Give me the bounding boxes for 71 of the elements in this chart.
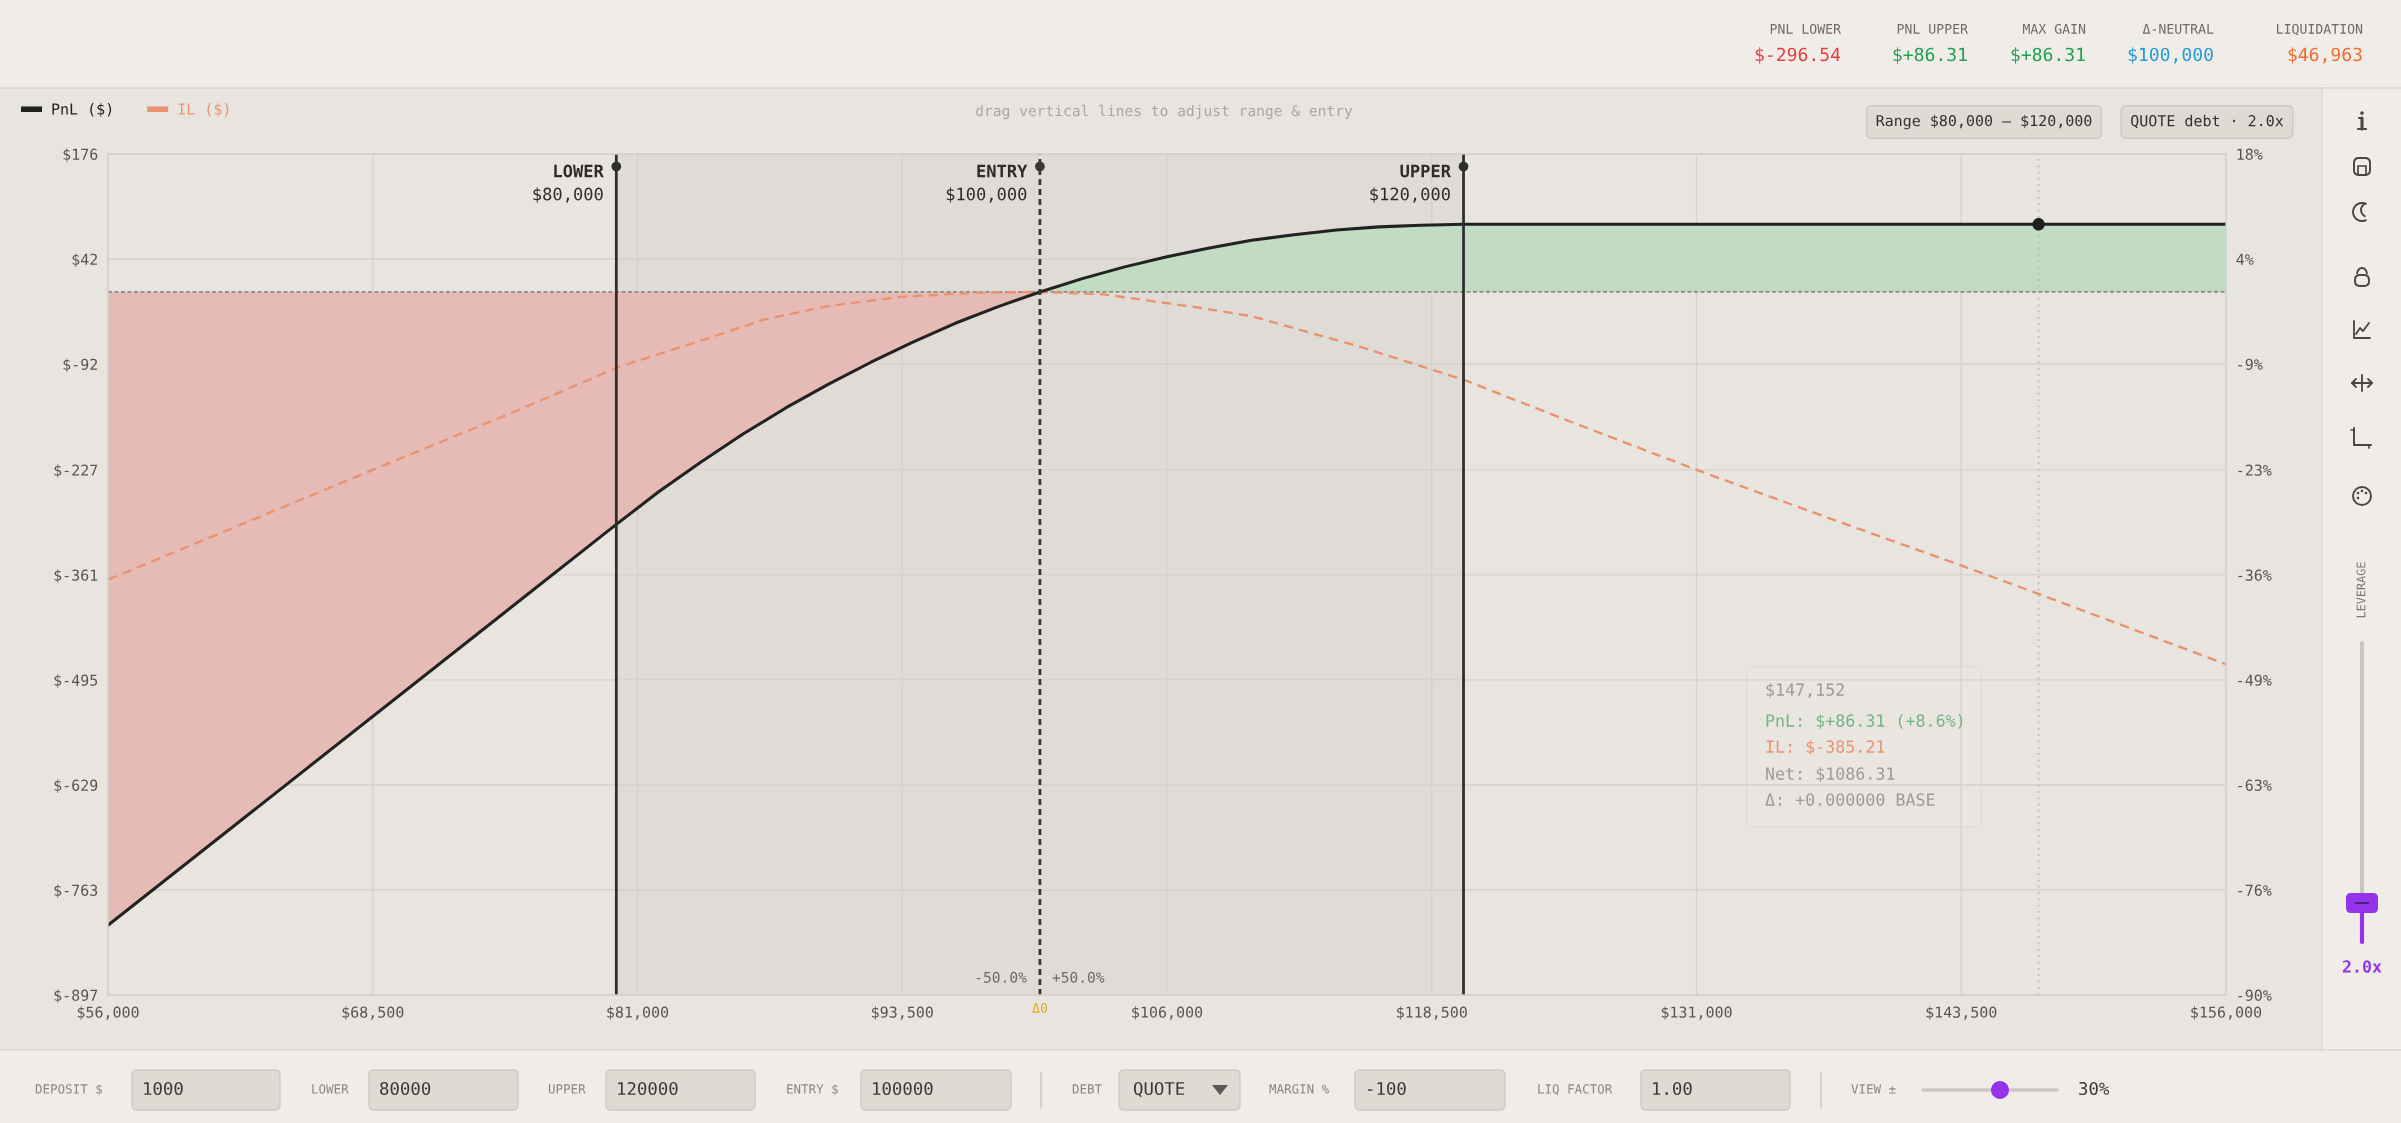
annotation: Δ0 xyxy=(1032,1002,1048,1013)
x-tick-label: $93,500 xyxy=(872,1006,933,1020)
y2-tick-label: -23% xyxy=(2238,464,2272,476)
y2-tick-label: -9% xyxy=(2238,358,2263,371)
annotation: Δ: +0.000000 BASE xyxy=(1765,793,1935,806)
ref-line-label: ENTRY $100,000 xyxy=(946,164,1028,203)
text: 1000 xyxy=(144,1081,183,1096)
y2-tick-label: -76% xyxy=(2238,884,2272,896)
y2-tick-label: -36% xyxy=(2238,569,2272,581)
ref-line-label: LOWER $80,000 xyxy=(533,164,604,203)
y-tick-label: $-92 xyxy=(63,358,97,372)
text: DEPOSIT $ xyxy=(35,1083,102,1096)
x-tick-label: $156,000 xyxy=(2191,1006,2262,1020)
line-series xyxy=(108,290,2226,666)
text: PNL LOWER xyxy=(1770,23,1841,34)
annotation: $147,152 xyxy=(1766,682,1844,699)
y-tick-label: $-629 xyxy=(54,779,98,793)
text: Δ-NEUTRAL xyxy=(2142,24,2214,34)
y2-tick-label: -90% xyxy=(2238,989,2272,1001)
text: MARGIN % xyxy=(1269,1084,1329,1094)
annotation: IL: $-385.21 xyxy=(1766,739,1885,756)
text: drag vertical lines to adjust range & entry xyxy=(976,104,1353,120)
text: IL ($) xyxy=(178,103,229,117)
text: 120000 xyxy=(618,1081,678,1096)
y2-tick-label: 4% xyxy=(2236,253,2254,265)
y-tick-label: $-227 xyxy=(54,464,98,478)
text: 30% xyxy=(2079,1081,2110,1096)
y-tick-label: $-495 xyxy=(54,674,98,688)
text: 80000 xyxy=(380,1081,431,1096)
ref-line-label: UPPER $120,000 xyxy=(1370,164,1452,203)
x-tick-label: $106,000 xyxy=(1132,1006,1203,1020)
text: PnL ($) xyxy=(52,103,112,117)
text: 1.00 xyxy=(1653,1081,1692,1096)
y-tick-label: $42 xyxy=(72,253,97,267)
x-tick-label: $131,000 xyxy=(1661,1006,1732,1020)
text: MAX GAIN xyxy=(2023,23,2086,34)
x-tick-label: $118,500 xyxy=(1397,1006,1467,1020)
text: LOWER xyxy=(312,1084,349,1094)
x-tick-label: $68,500 xyxy=(342,1006,404,1020)
text: LIQ FACTOR xyxy=(1538,1084,1613,1096)
text: $46,963 xyxy=(2288,47,2362,64)
y-tick-label: $-361 xyxy=(54,569,98,583)
text: LEVERAGE xyxy=(2356,562,2366,618)
text: UPPER xyxy=(548,1084,586,1094)
text: $-296.54 xyxy=(1755,47,1841,64)
text: 100000 xyxy=(873,1081,933,1096)
y-tick-label: $176 xyxy=(63,148,98,162)
x-tick-label: $81,000 xyxy=(607,1006,669,1020)
annotation: +50.0% xyxy=(1052,971,1105,983)
y-tick-label: $-763 xyxy=(54,884,98,898)
text: QUOTE xyxy=(1133,1081,1185,1098)
text: ENTRY $ xyxy=(787,1083,838,1096)
y2-tick-label: -63% xyxy=(2238,779,2272,791)
text: LIQUIDATION xyxy=(2277,23,2363,36)
y2-tick-label: -49% xyxy=(2238,674,2272,686)
text: $100,000 xyxy=(2128,47,2213,64)
text: DEBT xyxy=(1072,1084,1102,1094)
y-tick-label: $-897 xyxy=(54,989,98,1003)
x-tick-label: $56,000 xyxy=(77,1006,139,1020)
text: Range $80,000 — $120,000 xyxy=(1876,114,2092,130)
annotation: Net: $1086.31 xyxy=(1766,766,1895,783)
text: PNL UPPER xyxy=(1897,24,1968,34)
text: VIEW ± xyxy=(1851,1084,1896,1094)
annotation: PnL: $+86.31 (+8.6%) xyxy=(1766,713,1963,730)
text: $+86.31 xyxy=(1893,47,1967,64)
text: QUOTE debt · 2.0x xyxy=(2131,114,2284,129)
text: $+86.31 xyxy=(2011,47,2085,64)
text: 2.0x xyxy=(2342,960,2382,973)
y2-tick-label: 18% xyxy=(2237,148,2263,160)
text: -100 xyxy=(1368,1081,1406,1096)
x-tick-label: $143,500 xyxy=(1926,1006,1997,1020)
